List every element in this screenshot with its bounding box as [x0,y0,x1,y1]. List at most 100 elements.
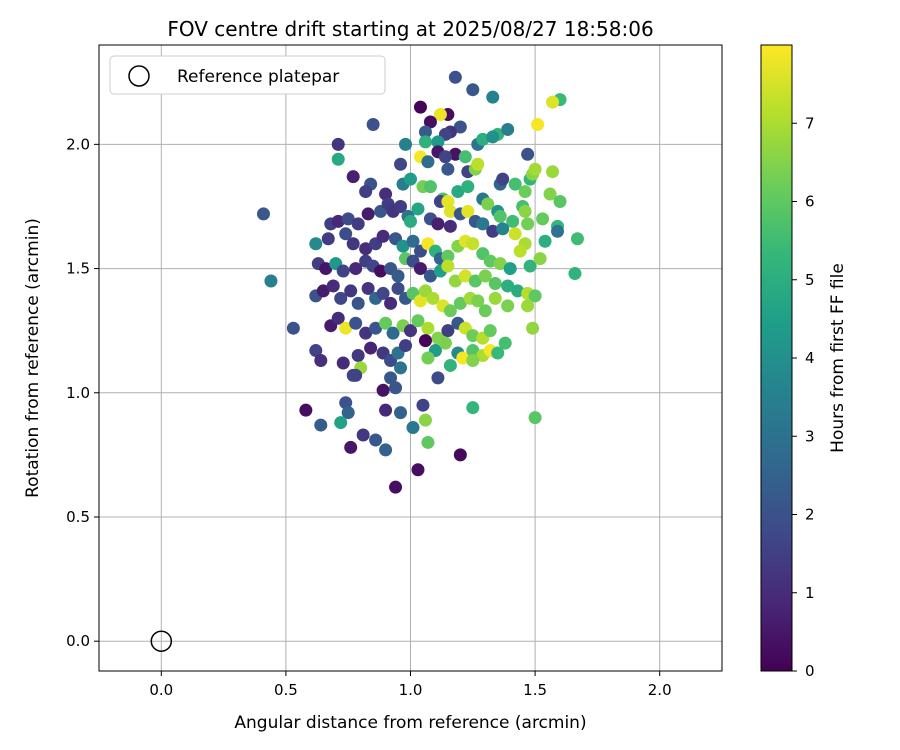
data-point [486,224,500,238]
data-point [481,197,495,211]
y-tick-label: 0.5 [66,508,90,526]
data-point [518,185,532,199]
data-point [384,296,398,310]
data-point [326,279,340,293]
data-point [486,130,500,144]
data-point [339,227,353,241]
colorbar-label: Hours from first FF file [828,263,848,453]
data-point [344,284,358,298]
x-tick-label: 1.5 [523,681,547,699]
data-point [361,281,375,295]
data-point [448,274,462,288]
data-point [399,339,413,353]
data-point [528,162,542,176]
y-tick-label: 1.0 [66,384,90,402]
data-point [341,406,355,420]
data-point [453,120,467,134]
data-point [538,234,552,248]
data-point [508,227,522,241]
reference-platepar-marker [150,630,173,652]
data-point [374,264,388,278]
data-point [443,219,457,233]
data-point [501,279,515,293]
data-point [426,291,440,305]
data-point [364,341,378,355]
data-point [391,281,405,295]
data-point [411,314,425,328]
data-point [491,346,505,360]
data-point [359,185,373,199]
data-point [526,321,540,335]
data-point [376,383,390,397]
data-point [379,316,393,330]
data-point [441,195,455,208]
data-point [451,185,465,199]
data-point [453,448,467,462]
data-point [433,108,447,122]
chart-title: FOV centre drift starting at 2025/08/27 … [167,17,653,41]
data-point [468,274,482,288]
data-point [466,329,480,343]
x-axis-label: Angular distance from reference (arcmin) [234,713,586,733]
legend-box [109,55,386,95]
y-tick-label: 2.0 [66,135,90,153]
data-point [418,125,432,139]
data-point [361,207,375,221]
data-point [423,115,437,129]
data-point [441,324,455,338]
colorbar-tick-label: 6 [805,193,815,211]
legend-marker [128,65,150,87]
data-point [483,254,497,268]
data-point [349,262,363,276]
data-point [431,371,445,385]
data-point [466,401,480,415]
data-point [443,204,457,218]
y-axis-ticks: 0.0 0.5 1.0 1.5 2.0 [66,135,99,650]
x-tick-label: 0.5 [274,681,298,699]
x-tick-label: 2.0 [648,681,672,699]
data-point [356,428,370,442]
data-point [404,172,417,186]
data-point [256,207,270,221]
data-point [483,324,497,338]
data-point [339,396,353,410]
data-point [488,276,502,290]
data-point [386,326,400,340]
data-point [351,349,365,363]
data-point [389,381,403,395]
data-point [411,463,425,477]
data-point [421,155,435,169]
data-point [521,299,535,313]
data-point [438,150,452,164]
data-point [399,137,413,151]
data-point [413,262,427,276]
data-point [568,267,582,281]
data-point [461,204,475,218]
data-point [319,262,333,276]
data-point [453,296,467,310]
data-point [299,403,313,417]
data-point [523,259,537,273]
data-point [543,187,557,201]
data-point [396,239,410,253]
data-point [421,435,435,449]
data-point [394,361,408,375]
data-point [394,406,408,420]
data-point [309,344,323,358]
data-point [331,152,345,166]
data-point [404,214,417,228]
data-point [501,122,515,136]
data-point [438,336,452,350]
data-point [476,132,490,146]
data-point [334,291,348,305]
data-point [448,147,462,161]
data-point [418,334,432,348]
data-point [351,217,365,231]
data-point [496,172,510,186]
colorbar-ticks: 0 1 2 3 4 5 6 7 [792,114,815,680]
x-tick-label: 1.0 [399,681,423,699]
colorbar-tick-label: 3 [805,427,815,445]
data-point [416,398,430,412]
legend: Reference platepar [109,55,386,95]
data-point [389,480,403,494]
